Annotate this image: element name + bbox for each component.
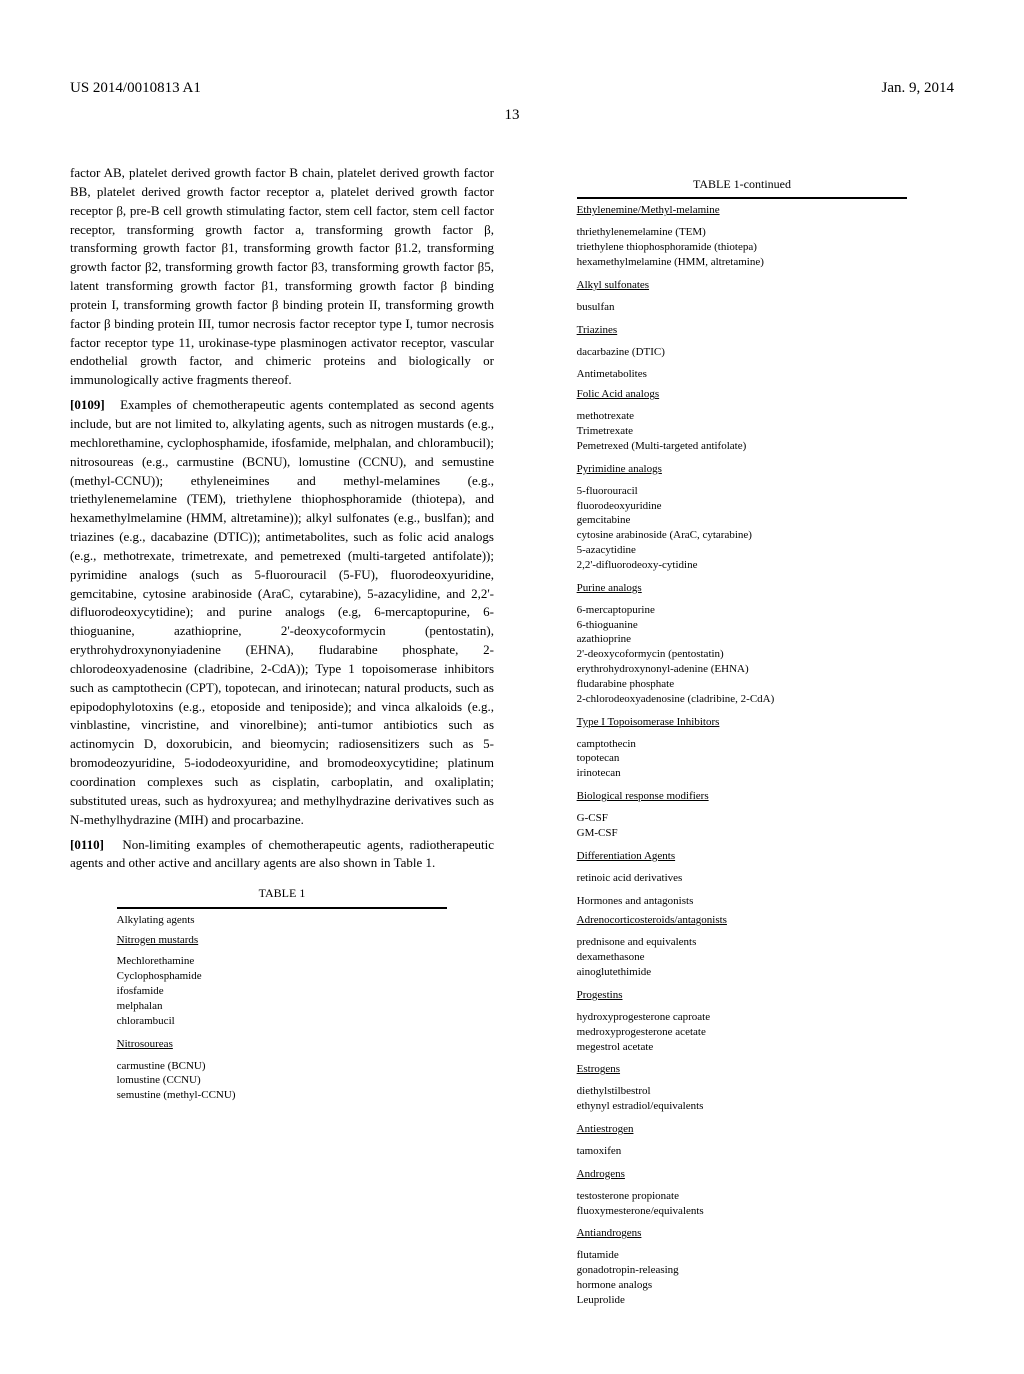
t-s10-l2: Adrenocorticosteroids/antagonists: [577, 911, 908, 931]
t-s6-l1: Purine analogs: [577, 579, 908, 599]
right-column: TABLE 1-continued Ethylenemine/Methyl-me…: [530, 164, 954, 1314]
t-s2-l1: Alkyl sulfonates: [577, 276, 908, 296]
t-s8-l1: Biological response modifiers: [577, 787, 908, 807]
t-s12-items: diethylstilbestrol ethynyl estradiol/equ…: [577, 1080, 908, 1120]
table1-sec2-l1: Nitrosoureas: [117, 1035, 448, 1055]
t-s7-l1: Type I Topoisomerase Inhibitors: [577, 713, 908, 733]
t-s1-l1: Ethylenemine/Methyl-melamine: [577, 201, 908, 221]
t-s10-l1: Hormones and antagonists: [577, 892, 908, 912]
page-number: 13: [70, 107, 954, 124]
t-s11-items: hydroxyprogesterone caproate medroxyprog…: [577, 1006, 908, 1061]
t-s15-items: flutamide gonadotropin-releasing hormone…: [577, 1244, 908, 1313]
t-s11-l1: Progestins: [577, 986, 908, 1006]
t-s1-items: thriethylenemelamine (TEM) triethylene t…: [577, 221, 908, 276]
table1-sec1-l2: Nitrogen mustards: [117, 931, 448, 951]
t-s7-items: camptothecin topotecan irinotecan: [577, 733, 908, 788]
t-s6-items: 6-mercaptopurine 6-thioguanine azathiopr…: [577, 599, 908, 713]
table1-caption: TABLE 1: [70, 885, 494, 902]
table1c-caption: TABLE 1-continued: [530, 176, 954, 193]
table1-sec2-items: carmustine (BCNU) lomustine (CCNU) semus…: [117, 1055, 448, 1110]
table1: Alkylating agents Nitrogen mustards Mech…: [117, 907, 448, 1110]
patent-date: Jan. 9, 2014: [882, 80, 955, 97]
t-s13-l1: Antiestrogen: [577, 1120, 908, 1140]
table1-sec1-items: Mechlorethamine Cyclophosphamide ifosfam…: [117, 950, 448, 1034]
t-s14-items: testosterone propionate fluoxymesterone/…: [577, 1185, 908, 1225]
t-s4-l2: Folic Acid analogs: [577, 385, 908, 405]
para-0109: [0109] Examples of chemotherapeutic agen…: [70, 396, 494, 829]
t-s2-items: busulfan: [577, 296, 908, 321]
patent-number: US 2014/0010813 A1: [70, 80, 201, 97]
t-s14-l1: Androgens: [577, 1165, 908, 1185]
para-0109-text: Examples of chemotherapeutic agents cont…: [70, 397, 494, 827]
t-s5-items: 5-fluorouracil fluorodeoxyuridine gemcit…: [577, 480, 908, 579]
t-s9-items: retinoic acid derivatives: [577, 867, 908, 892]
t-s10-items: prednisone and equivalents dexamethasone…: [577, 931, 908, 986]
para-num-0109: [0109]: [70, 397, 105, 412]
patent-page: US 2014/0010813 A1 Jan. 9, 2014 13 facto…: [0, 0, 1024, 1374]
content-columns: factor AB, platelet derived growth facto…: [70, 164, 954, 1314]
table1-sec1-l1: Alkylating agents: [117, 911, 448, 931]
page-header: US 2014/0010813 A1 Jan. 9, 2014: [70, 80, 954, 97]
t-s15-l1: Antiandrogens: [577, 1224, 908, 1244]
para-0110: [0110] Non-limiting examples of chemothe…: [70, 836, 494, 874]
para-0110-text: Non-limiting examples of chemotherapeuti…: [70, 837, 494, 871]
table1-continued: Ethylenemine/Methyl-melamine thriethylen…: [577, 197, 908, 1313]
t-s12-l1: Estrogens: [577, 1060, 908, 1080]
t-s3-items: dacarbazine (DTIC): [577, 341, 908, 366]
t-s13-items: tamoxifen: [577, 1140, 908, 1165]
left-column: factor AB, platelet derived growth facto…: [70, 164, 494, 1314]
t-s5-l1: Pyrimidine analogs: [577, 460, 908, 480]
t-s8-items: G-CSF GM-CSF: [577, 807, 908, 847]
para-num-0110: [0110]: [70, 837, 104, 852]
t-s4-l1: Antimetabolites: [577, 365, 908, 385]
t-s4-items: methotrexate Trimetrexate Pemetrexed (Mu…: [577, 405, 908, 460]
t-s3-l1: Triazines: [577, 321, 908, 341]
t-s9-l1: Differentiation Agents: [577, 847, 908, 867]
para-0108-cont: factor AB, platelet derived growth facto…: [70, 164, 494, 390]
